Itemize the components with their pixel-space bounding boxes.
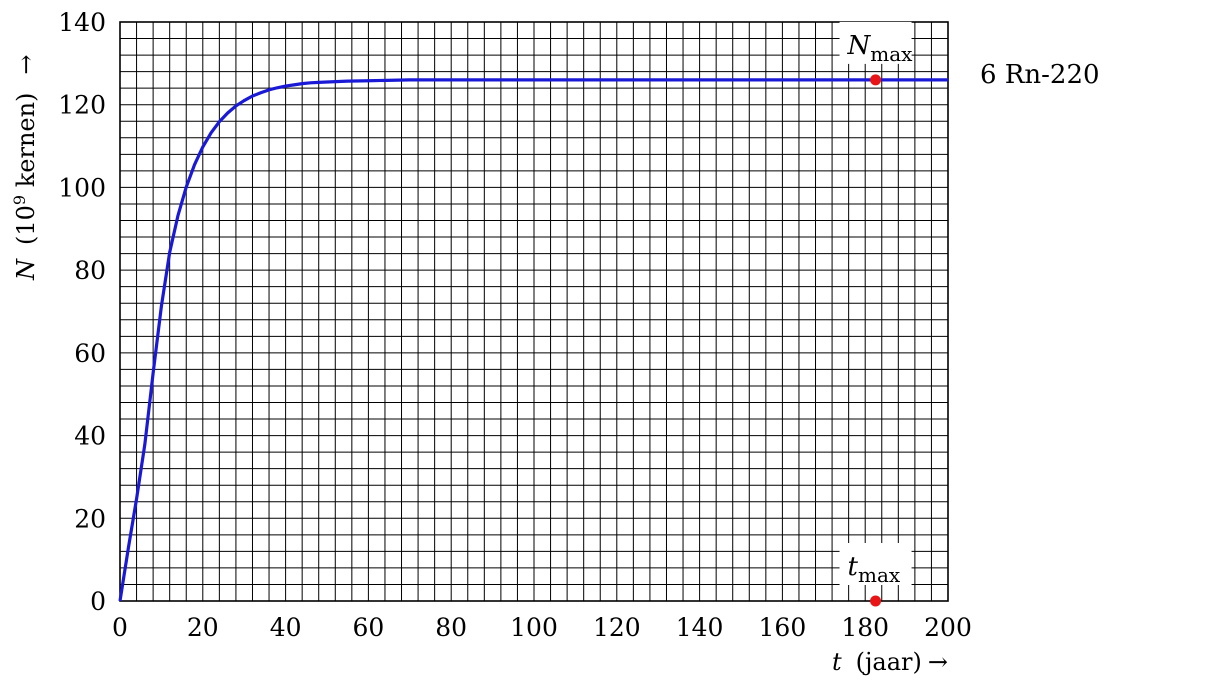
x-tick-labels: 0 20 40 60 80 100 120 140 160 180 200 bbox=[112, 613, 972, 642]
annotation-t-max: tmax bbox=[839, 543, 912, 607]
y-tick-label: 140 bbox=[58, 8, 106, 37]
x-tick-label: 0 bbox=[112, 613, 128, 642]
data-point-marker bbox=[870, 595, 882, 607]
grid bbox=[120, 22, 948, 601]
x-tick-label: 120 bbox=[593, 613, 641, 642]
plot-border bbox=[119, 21, 949, 602]
x-tick-label: 160 bbox=[759, 613, 807, 642]
y-tick-label: 40 bbox=[74, 422, 106, 451]
plot-frame bbox=[119, 21, 949, 602]
annotation-backdrop bbox=[839, 543, 912, 585]
y-tick-label: 20 bbox=[74, 504, 106, 533]
y-tick-label: 0 bbox=[90, 587, 106, 616]
annotation-subscript: max bbox=[858, 563, 901, 587]
x-tick-label: 200 bbox=[924, 613, 972, 642]
y-tick-label: 120 bbox=[58, 91, 106, 120]
annotation-base: t bbox=[848, 552, 859, 582]
annotation-subscript: max bbox=[870, 42, 913, 66]
annotation-n-max: Nmax bbox=[839, 21, 914, 86]
x-axis-label: t (jaar) → bbox=[832, 648, 948, 676]
y-tick-label: 60 bbox=[74, 339, 106, 368]
y-tick-labels: 0 20 40 60 80 100 120 140 bbox=[58, 8, 106, 616]
x-tick-label: 100 bbox=[510, 613, 558, 642]
x-tick-label: 40 bbox=[270, 613, 302, 642]
series-label: 6 Rn-220 bbox=[980, 60, 1100, 90]
annotation-base: N bbox=[847, 31, 872, 61]
x-tick-label: 140 bbox=[676, 613, 724, 642]
x-tick-label: 60 bbox=[352, 613, 384, 642]
series-group: 6 Rn-220 bbox=[118, 60, 1100, 602]
x-tick-label: 20 bbox=[187, 613, 219, 642]
data-point-marker bbox=[870, 74, 882, 86]
y-tick-label: 80 bbox=[74, 256, 106, 285]
annotation-backdrop bbox=[839, 21, 912, 64]
annotation-label: Nmax bbox=[847, 31, 914, 66]
annotation-label: tmax bbox=[848, 552, 901, 587]
x-tick-label: 80 bbox=[435, 613, 467, 642]
x-tick-label: 180 bbox=[841, 613, 889, 642]
y-tick-label: 100 bbox=[58, 173, 106, 202]
series-line bbox=[118, 78, 948, 602]
y-axis-label: N(109 kernen)→ bbox=[10, 54, 40, 281]
